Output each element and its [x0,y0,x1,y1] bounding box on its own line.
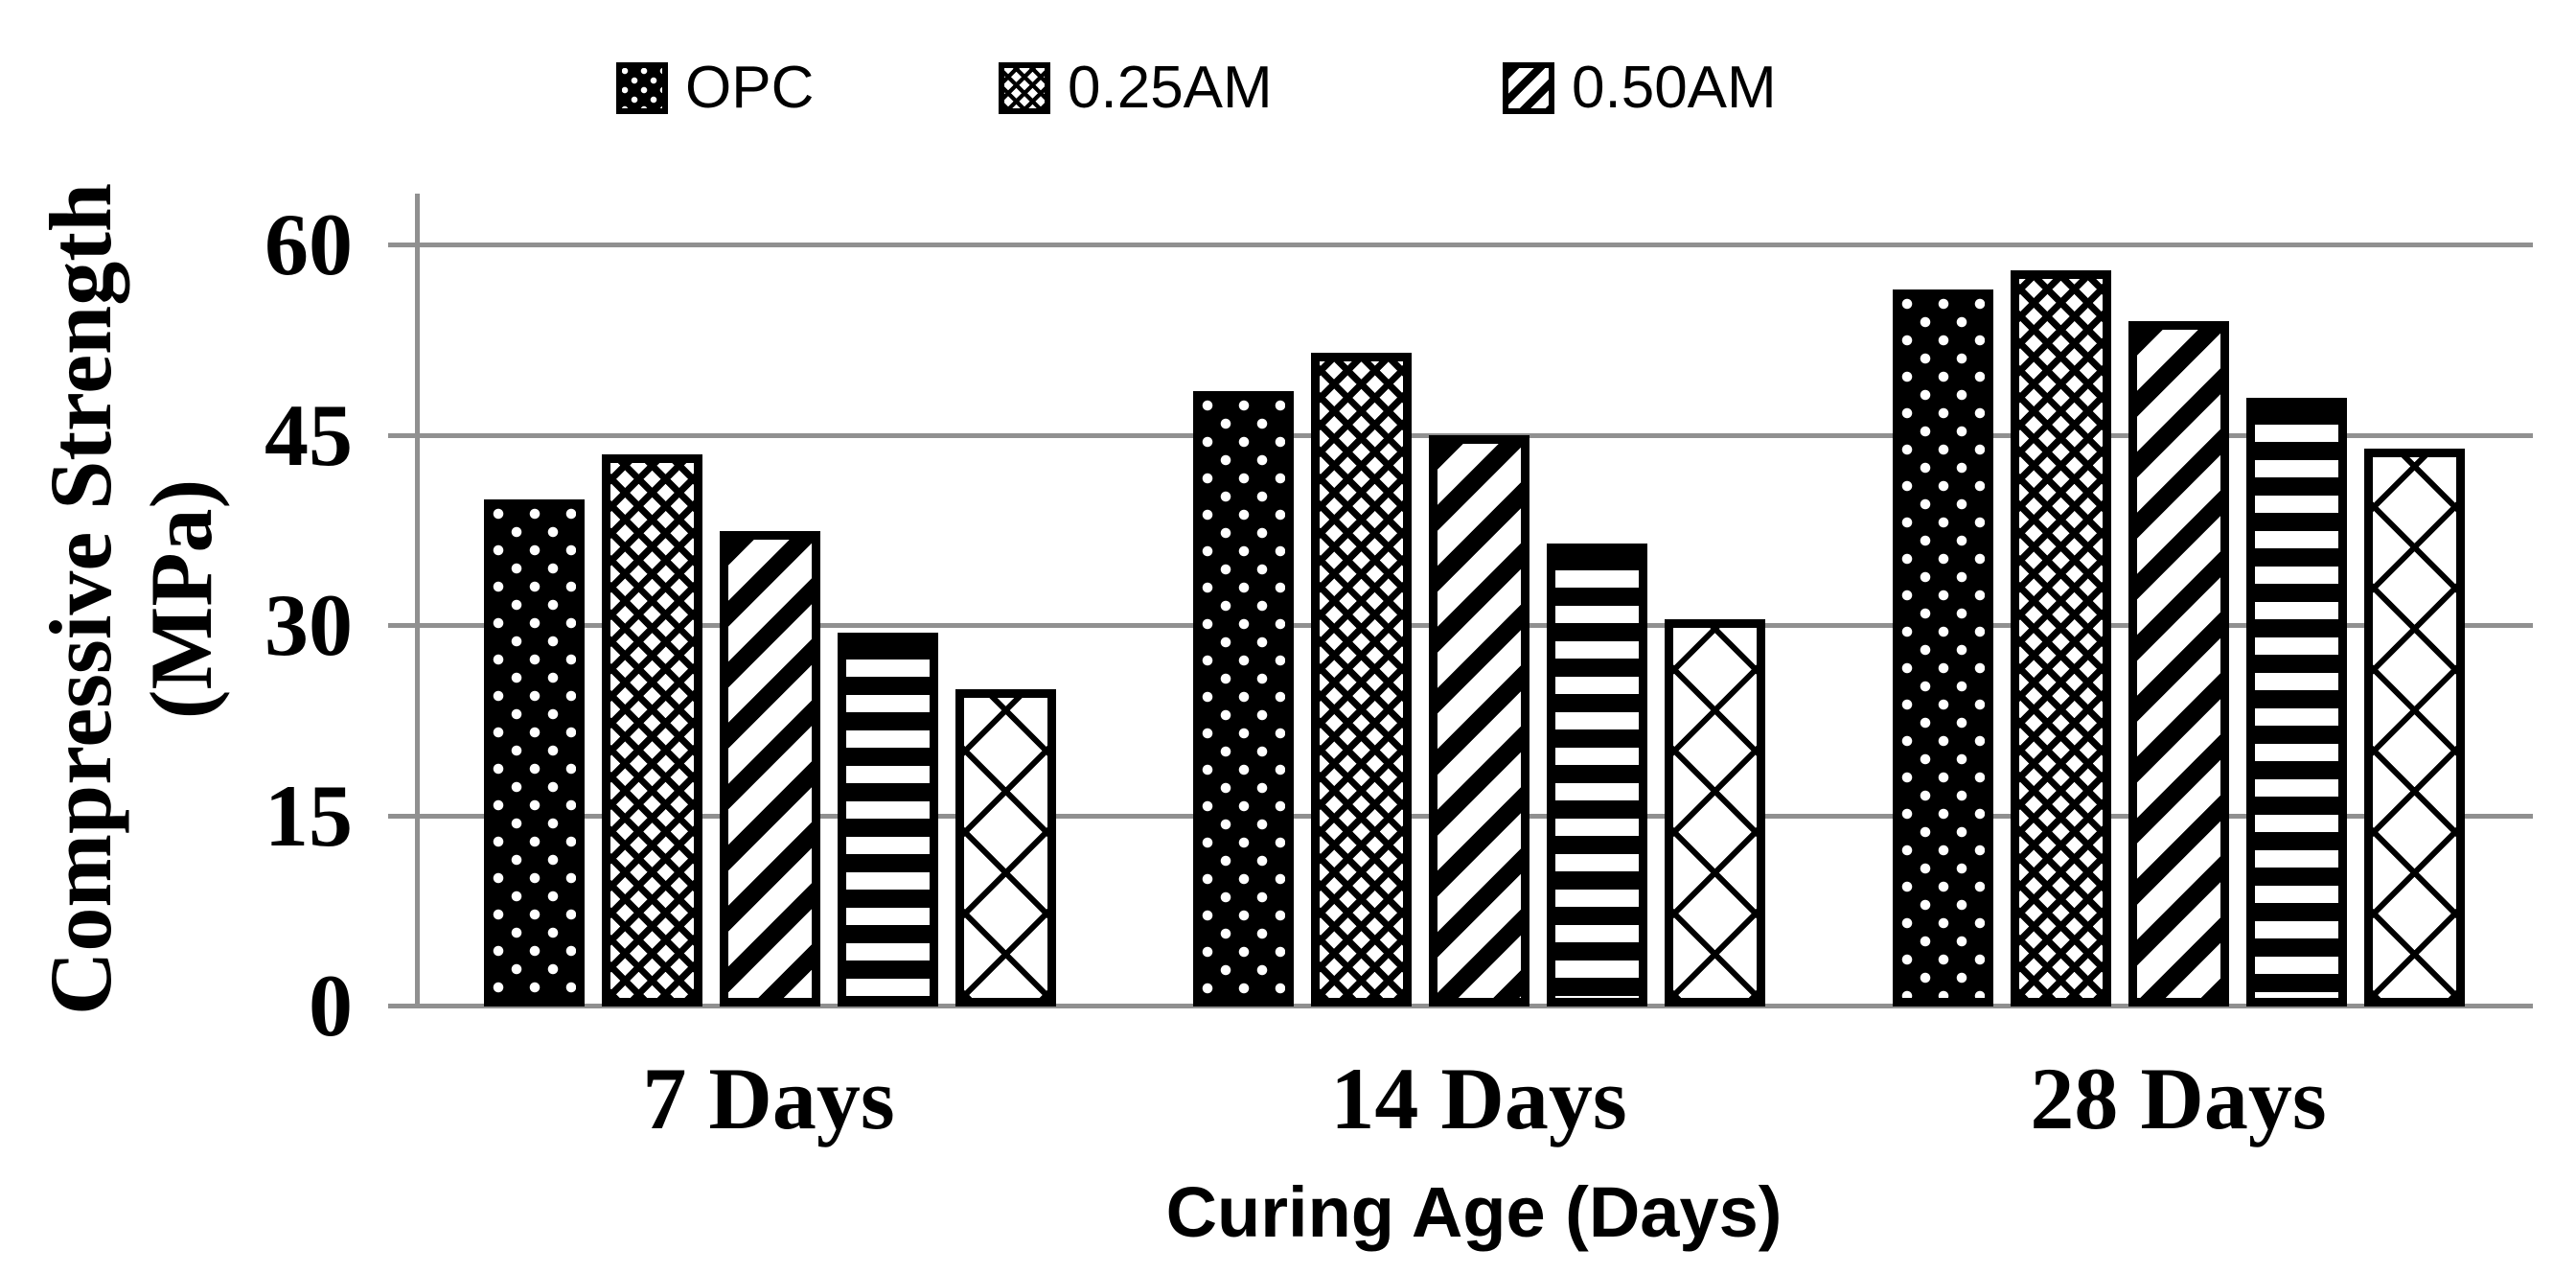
legend-item-0.50AM: 0.50AM [1503,58,1777,119]
gridline-y-60 [415,243,2533,247]
bar-28Days-OPC [1893,289,1993,1007]
legend-swatch-white-dots-on-black-icon [616,62,668,114]
bar-14Days-0.50AM [1429,435,1530,1007]
bar-14Days-OPC [1193,391,1294,1007]
legend-label: OPC [685,55,815,121]
y-tick-45 [388,432,415,438]
bar-14Days-diamond-lattice [1665,619,1765,1007]
legend-label: 0.25AM [1068,55,1273,121]
legend-item-OPC: OPC [616,58,814,119]
y-tick-60 [388,243,415,247]
y-axis-title-line1: Compressive Strength [32,182,129,1016]
y-tick-30 [388,623,415,628]
x-category-label: 28 Days [2030,1050,2327,1147]
bar-28Days-0.25AM [2011,270,2111,1007]
bar-28Days-horizontal-stripes [2246,398,2347,1007]
x-category-label: 7 Days [642,1050,895,1147]
x-category-label: 14 Days [1330,1050,1627,1147]
y-axis-title: Compressive Strength (MPa) [31,91,232,1107]
y-tick-0 [388,1004,415,1008]
bar-14Days-horizontal-stripes [1547,544,1647,1007]
y-tick-label: 30 [264,576,353,674]
bar-7Days-0.25AM [602,454,702,1007]
bar-28Days-diamond-lattice [2364,449,2465,1007]
bar-7Days-horizontal-stripes [838,633,938,1007]
legend-swatch-diagonal-stripes-icon [1503,62,1554,114]
y-tick-label: 15 [264,766,353,865]
bar-14Days-0.25AM [1311,353,1412,1007]
bar-28Days-0.50AM [2128,321,2229,1007]
legend-item-0.25AM: 0.25AM [999,58,1273,119]
bar-7Days-OPC [484,499,585,1007]
x-axis-title: Curing Age (Days) [1165,1172,1782,1252]
y-axis-line [415,194,420,1008]
legend-label: 0.50AM [1572,55,1777,121]
y-tick-label: 45 [264,385,353,484]
y-tick-label: 0 [309,957,353,1054]
bar-7Days-diamond-lattice [955,689,1056,1007]
y-tick-label: 60 [264,196,353,293]
bar-7Days-0.50AM [720,531,820,1007]
y-tick-15 [388,813,415,819]
legend-swatch-diagonal-crosshatch-icon [999,62,1050,114]
y-axis-title-line2: (MPa) [132,478,230,720]
